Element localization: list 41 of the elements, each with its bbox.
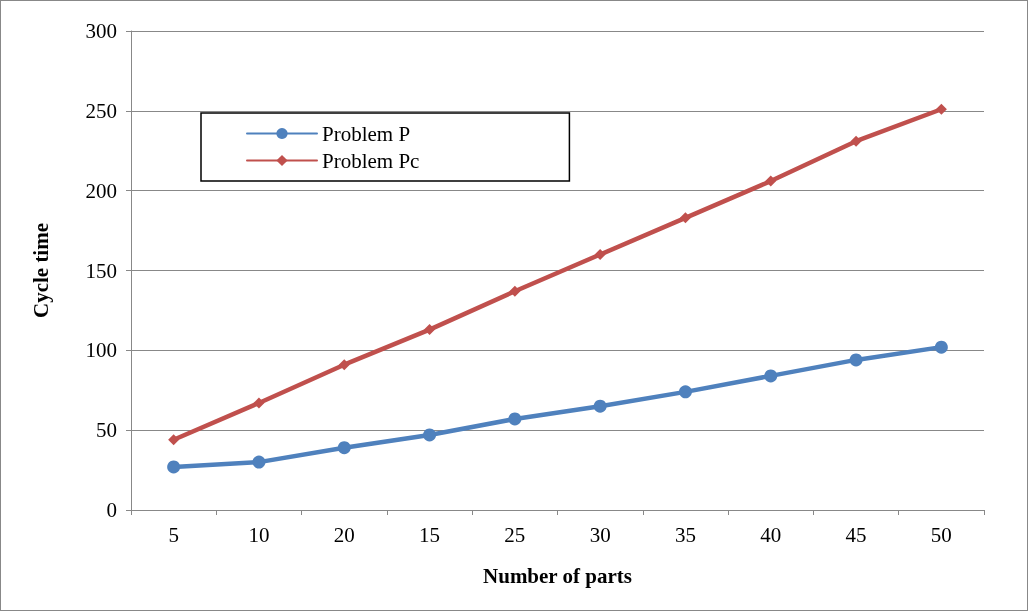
point [337,441,351,455]
point [593,399,607,413]
x-tick-label: 50 [930,522,952,547]
y-tick-label: 300 [85,19,117,43]
point [338,359,350,371]
x-tick-label: 40 [760,522,782,547]
point [765,175,777,187]
point [678,385,692,399]
point [850,135,862,147]
point [594,249,606,261]
x-tick-label: 15 [419,522,441,547]
point [509,285,521,297]
y-tick-label: 0 [106,498,117,522]
legend-label: Problem P [322,121,411,146]
y-tick-label: 50 [96,418,117,443]
y-tick-label: 200 [85,178,117,203]
x-tick-label: 25 [504,522,526,547]
y-axis-title: Cycle time [28,222,53,319]
x-tick-label: 35 [674,522,696,547]
x-tick-label: 5 [168,522,179,547]
y-tick-label: 150 [85,258,117,283]
point [253,397,265,409]
x-tick-label: 30 [589,522,611,547]
x-tick-label: 45 [845,522,867,547]
point [508,412,522,426]
point [252,455,266,469]
point [424,324,436,336]
point [168,434,180,446]
point [679,212,691,224]
x-tick-label: 10 [248,522,270,547]
point [167,460,181,474]
point [764,369,778,383]
point [849,353,863,367]
x-tick-label: 20 [333,522,355,547]
x-axis-title: Number of parts [483,563,632,588]
y-tick-label: 100 [85,338,117,363]
y-tick-label: 250 [85,98,117,123]
point [935,103,947,115]
legend-label: Problem Pc [322,148,420,173]
point [423,428,437,442]
point [934,340,948,354]
